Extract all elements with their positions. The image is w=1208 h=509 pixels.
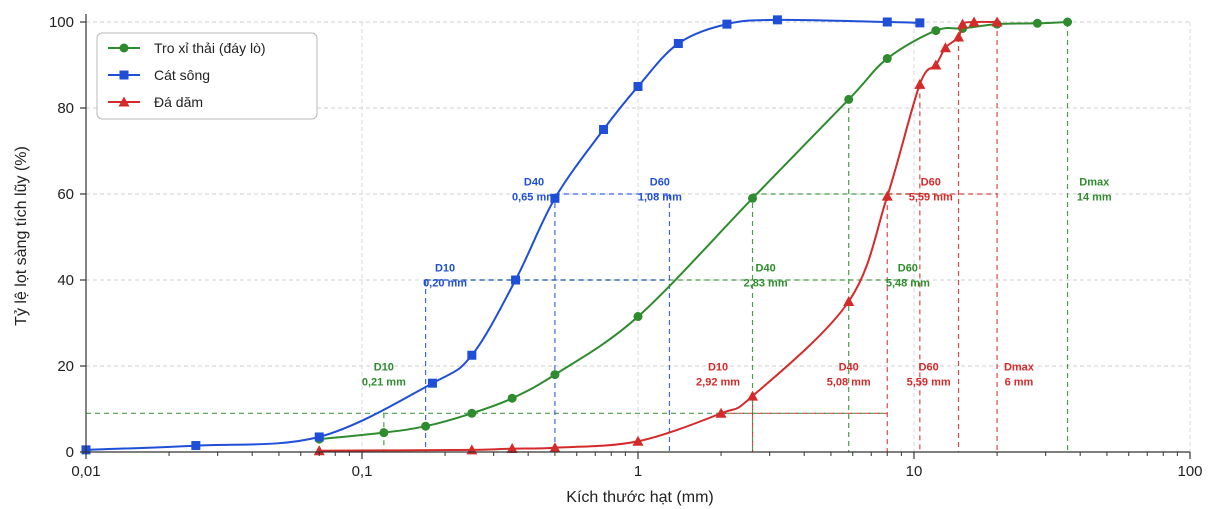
y-tick-label: 80 <box>57 100 74 117</box>
annotation-label: D60 5,59 mm <box>907 361 951 388</box>
data-point <box>953 32 964 42</box>
data-point <box>191 441 200 450</box>
data-point <box>773 15 782 24</box>
annotation-label: D60 5,59 mm <box>909 176 953 203</box>
legend: Tro xỉ thải (đáy lò) Cát sông Đá dăm <box>97 33 317 119</box>
annotation-label: D10 2,92 mm <box>696 361 740 388</box>
data-point <box>957 19 968 29</box>
data-point <box>634 82 643 91</box>
data-point <box>467 409 476 418</box>
annotation-label: Dmax 6 mm <box>1004 361 1035 388</box>
data-point <box>883 18 892 27</box>
data-point <box>748 194 757 203</box>
series-da-dam <box>314 17 1003 456</box>
legend-swatch-marker <box>120 71 129 80</box>
legend-label: Cát sông <box>154 67 210 83</box>
annotation-line: 5,08 mm <box>827 376 871 388</box>
data-point <box>1033 19 1042 28</box>
data-point <box>1063 18 1072 27</box>
data-point <box>844 95 853 104</box>
series-line <box>319 22 1067 439</box>
series-line <box>319 22 997 451</box>
annotation-line: 14 mm <box>1077 191 1112 203</box>
annotation-line: D40 <box>839 361 859 373</box>
y-tick-label: 40 <box>57 272 74 289</box>
annotation-label: D60 1,08 mm <box>638 176 682 203</box>
annotation-line: D10 <box>374 361 394 373</box>
y-axis-label: Tỷ lệ lọt sàng tích lũy (%) <box>13 146 30 326</box>
annotation-label: D10 0,20 mm <box>423 262 467 289</box>
data-point <box>931 26 940 35</box>
annotation-line: 5,59 mm <box>909 191 953 203</box>
annotation-line: D60 <box>921 176 941 188</box>
data-point <box>315 432 324 441</box>
data-point <box>882 191 893 201</box>
annotation-line: D10 <box>435 262 455 274</box>
data-point <box>914 79 925 89</box>
y-tick-label: 60 <box>57 186 74 203</box>
annotation-line: 1,08 mm <box>638 191 682 203</box>
annotation-line: D10 <box>708 361 728 373</box>
x-axis-label: Kích thước hạt (mm) <box>566 489 713 506</box>
annotation-line: 2,83 mm <box>744 277 788 289</box>
annotation-label: Dmax 14 mm <box>1077 176 1112 203</box>
legend-label: Tro xỉ thải (đáy lò) <box>154 40 266 56</box>
annotation-line: Dmax <box>1004 361 1035 373</box>
annotation-line: 6 mm <box>1005 376 1034 388</box>
annotation-line: 0,21 mm <box>362 376 406 388</box>
annotation-line: D40 <box>756 262 776 274</box>
data-point <box>674 39 683 48</box>
y-tick-label: 20 <box>57 358 74 375</box>
x-tick-label: 10 <box>906 463 923 480</box>
data-point <box>915 18 924 27</box>
annotation-line: D60 <box>650 176 670 188</box>
data-point <box>508 394 517 403</box>
annotation-line: Dmax <box>1079 176 1110 188</box>
annotation-label: D60 5,48 mm <box>886 262 930 289</box>
annotation-label: D40 2,83 mm <box>744 262 788 289</box>
annotation-line: D40 <box>524 176 544 188</box>
annotation-line: 5,59 mm <box>907 376 951 388</box>
annotation-line: 0,65 mm <box>512 191 556 203</box>
x-tick-label: 100 <box>1177 463 1202 480</box>
annotation-label: D40 0,65 mm <box>512 176 556 203</box>
data-point <box>379 428 388 437</box>
data-point <box>599 125 608 134</box>
annotation-line: 0,20 mm <box>423 277 467 289</box>
annotation-label: D10 0,21 mm <box>362 361 406 388</box>
legend-label: Đá dăm <box>154 94 203 110</box>
data-point <box>883 54 892 63</box>
data-point <box>421 422 430 431</box>
x-tick-label: 1 <box>634 463 642 480</box>
annotation-line: 2,92 mm <box>696 376 740 388</box>
data-point <box>467 351 476 360</box>
annotation-label: D40 5,08 mm <box>827 361 871 388</box>
annotation-line: 5,48 mm <box>886 277 930 289</box>
data-point <box>634 312 643 321</box>
y-tick-label: 100 <box>49 14 74 31</box>
legend-swatch-marker <box>120 44 129 53</box>
data-point <box>930 60 941 70</box>
data-point <box>550 370 559 379</box>
x-tick-label: 0,01 <box>71 463 100 480</box>
data-point <box>843 296 854 306</box>
annotation-line: D60 <box>898 262 918 274</box>
data-point <box>511 276 520 285</box>
data-point <box>428 379 437 388</box>
data-point <box>722 20 731 29</box>
annotation-line: D60 <box>919 361 939 373</box>
x-tick-label: 0,1 <box>352 463 373 480</box>
y-tick-label: 0 <box>66 444 74 461</box>
